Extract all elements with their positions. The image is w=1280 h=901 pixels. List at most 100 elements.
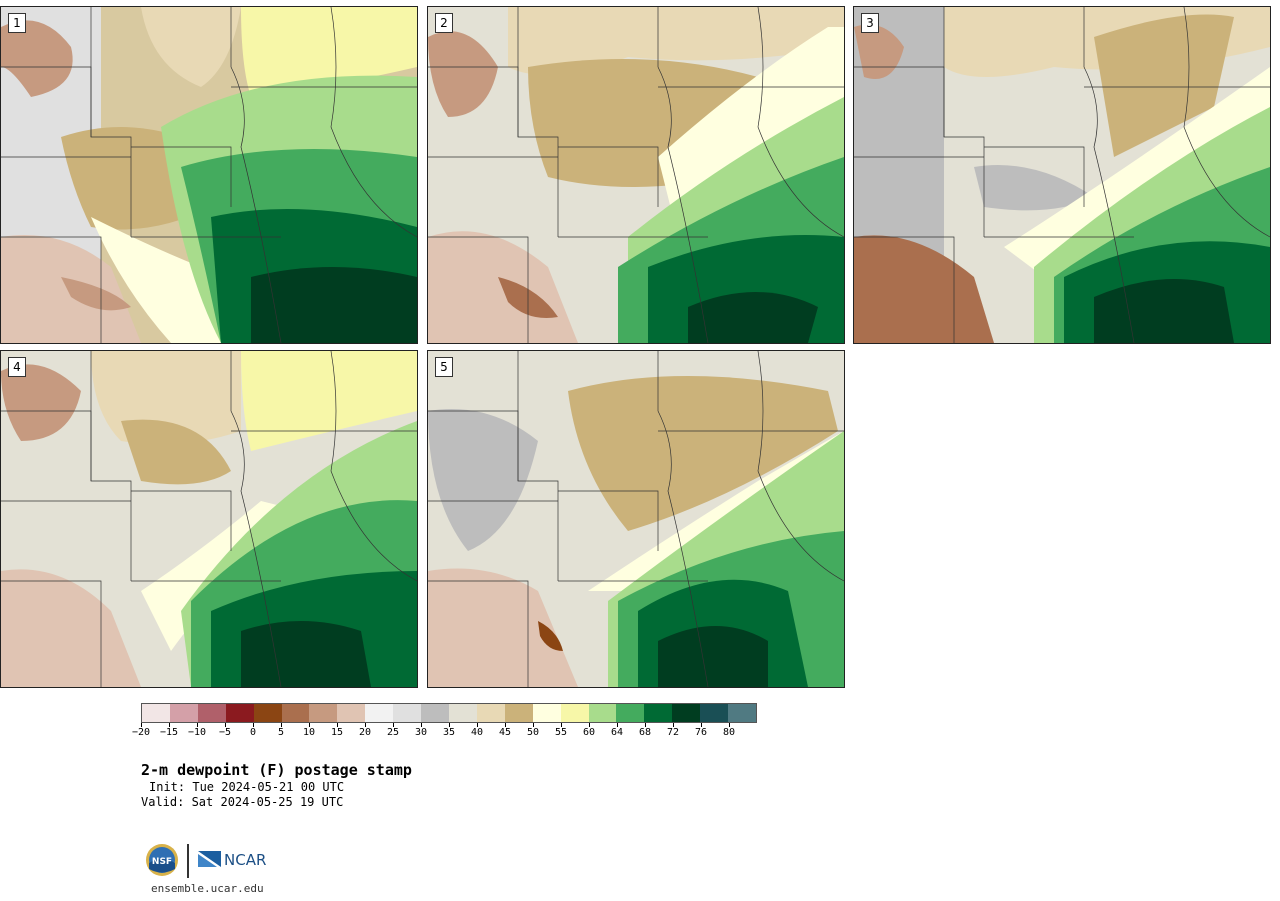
- dewpoint-region: [508, 7, 844, 75]
- chart-title: 2-m dewpoint (F) postage stamp: [141, 761, 412, 779]
- ncar-logo-icon: NCAR: [198, 851, 266, 869]
- state-border: [428, 580, 529, 687]
- color-swatch: [700, 704, 729, 722]
- dewpoint-region: [538, 621, 563, 651]
- color-swatch: [448, 704, 477, 722]
- dewpoint-map-5: [428, 351, 844, 687]
- map-panel-4: 4: [0, 350, 418, 688]
- tick-label: 72: [666, 727, 680, 738]
- valid-time: Valid: Sat 2024-05-25 19 UTC: [141, 795, 344, 809]
- tick-label: 40: [470, 727, 484, 738]
- tick-mark: [281, 723, 282, 727]
- state-border: [1, 236, 102, 343]
- state-border: [230, 7, 282, 343]
- state-border: [230, 351, 282, 687]
- dewpoint-region: [1, 569, 141, 687]
- tick-label: 15: [330, 727, 344, 738]
- tick-label: 55: [554, 727, 568, 738]
- dewpoint-region: [121, 419, 231, 485]
- state-border: [757, 7, 844, 238]
- tick-mark: [673, 723, 674, 727]
- tick-label: 35: [442, 727, 456, 738]
- dewpoint-region: [241, 351, 417, 451]
- tick-label: 45: [498, 727, 512, 738]
- tick-mark: [561, 723, 562, 727]
- panel-number-4: 4: [8, 357, 26, 377]
- color-swatch: [225, 704, 254, 722]
- tick-label: 60: [582, 727, 596, 738]
- color-swatch: [532, 704, 561, 722]
- dewpoint-region: [1094, 14, 1234, 157]
- tick-mark: [393, 723, 394, 727]
- tick-mark: [729, 723, 730, 727]
- dewpoint-region: [428, 568, 578, 687]
- color-swatch: [169, 704, 198, 722]
- dewpoint-region: [854, 235, 994, 343]
- color-swatch: [644, 704, 673, 722]
- tick-mark: [309, 723, 310, 727]
- dewpoint-region: [251, 267, 417, 343]
- state-border: [1083, 7, 1135, 343]
- color-swatch: [309, 704, 338, 722]
- tick-label: 50: [526, 727, 540, 738]
- tick-label: 68: [638, 727, 652, 738]
- color-scale-ticks: −20 −15 −10 −5 0 5 10 15 20 25 30 35 40 45 50 55 60 64 68 7…: [132, 723, 757, 743]
- state-border: [657, 7, 709, 343]
- map-panel-2: 2: [427, 6, 845, 344]
- tick-label: 0: [249, 727, 257, 738]
- state-border: [558, 490, 659, 551]
- dewpoint-map-1: [1, 7, 417, 343]
- map-panel-3: 3: [853, 6, 1271, 344]
- color-swatch: [337, 704, 366, 722]
- tick-label: 10: [302, 727, 316, 738]
- panel-number-2: 2: [435, 13, 453, 33]
- dewpoint-region: [588, 431, 844, 591]
- tick-label: 76: [694, 727, 708, 738]
- state-border: [131, 146, 232, 207]
- state-border: [854, 236, 955, 343]
- map-panel-5: 5: [427, 350, 845, 688]
- color-swatch: [197, 704, 226, 722]
- color-scale-bar: [141, 703, 757, 723]
- tick-mark: [617, 723, 618, 727]
- nsf-logo-icon: NSF: [146, 844, 178, 876]
- color-swatch: [588, 704, 617, 722]
- color-swatch: [393, 704, 422, 722]
- tick-label: −5: [218, 727, 232, 738]
- state-border: [1, 580, 102, 687]
- logo-divider: [187, 844, 189, 878]
- dewpoint-region: [658, 626, 768, 687]
- dewpoint-region: [428, 409, 538, 551]
- color-swatch: [142, 704, 170, 722]
- state-border: [131, 490, 232, 551]
- tick-mark: [197, 723, 198, 727]
- panel-number-1: 1: [8, 13, 26, 33]
- dewpoint-region: [1, 20, 73, 98]
- state-border: [558, 146, 659, 207]
- dewpoint-region: [241, 7, 417, 97]
- dewpoint-region: [141, 7, 241, 87]
- dewpoint-region: [568, 376, 838, 531]
- dewpoint-region: [428, 31, 498, 117]
- color-swatch: [365, 704, 394, 722]
- color-swatch: [281, 704, 310, 722]
- dewpoint-region: [91, 217, 221, 343]
- state-border: [984, 146, 1085, 207]
- dewpoint-region: [688, 292, 818, 343]
- tick-mark: [645, 723, 646, 727]
- tick-mark: [141, 723, 142, 727]
- dewpoint-region: [974, 165, 1094, 211]
- tick-label: −15: [159, 727, 179, 738]
- tick-mark: [421, 723, 422, 727]
- color-swatch: [253, 704, 282, 722]
- tick-mark: [169, 723, 170, 727]
- color-swatch: [476, 704, 505, 722]
- dewpoint-map-3: [854, 7, 1270, 343]
- tick-mark: [701, 723, 702, 727]
- ncar-logo-text: NCAR: [224, 851, 266, 869]
- tick-mark: [477, 723, 478, 727]
- tick-mark: [225, 723, 226, 727]
- state-border: [757, 351, 844, 582]
- map-panel-1: 1: [0, 6, 418, 344]
- dewpoint-region: [1094, 279, 1234, 343]
